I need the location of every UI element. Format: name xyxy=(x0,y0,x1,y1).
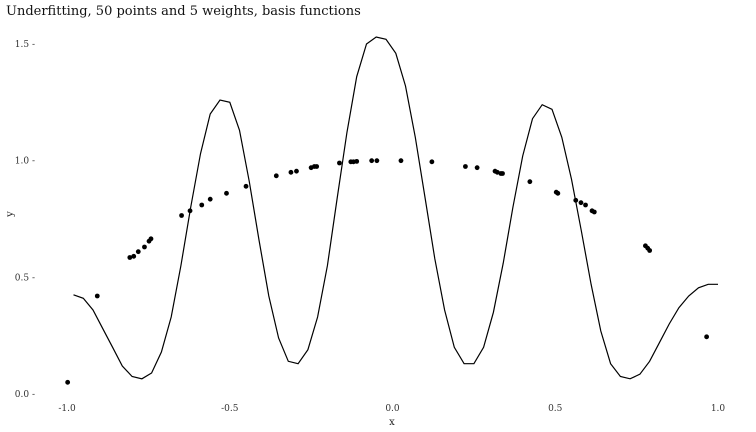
x-tick-label: -1.0 xyxy=(58,404,76,414)
data-point xyxy=(555,190,561,196)
y-tick-label: 1.0 - xyxy=(15,157,35,167)
data-point xyxy=(148,236,154,242)
y-tick-label: 1.5 - xyxy=(15,40,35,50)
data-point xyxy=(583,202,588,208)
data-point xyxy=(179,213,184,218)
y-tick-labels: 0.0 - 0.5 - 1.0 - 1.5 - xyxy=(15,40,35,400)
x-tick-label: 1.0 xyxy=(711,404,726,414)
data-point xyxy=(65,379,71,385)
data-point xyxy=(199,202,205,208)
data-point xyxy=(398,158,404,164)
data-point xyxy=(591,209,597,215)
x-axis-label: x xyxy=(389,417,395,428)
data-point xyxy=(94,293,100,299)
data-point xyxy=(224,190,229,196)
data-point xyxy=(354,158,360,164)
data-point xyxy=(573,197,579,203)
data-point xyxy=(273,173,279,179)
data-point xyxy=(131,253,137,259)
data-point xyxy=(294,168,299,174)
data-point xyxy=(288,169,294,175)
x-tick-label: -0.5 xyxy=(221,404,239,414)
fit-curve xyxy=(73,36,718,380)
y-axis-label: y xyxy=(5,211,16,218)
data-point xyxy=(187,208,193,214)
data-point xyxy=(704,334,710,340)
data-point xyxy=(127,255,133,260)
x-tick-labels: -1.0 -0.5 0.0 0.5 1.0 xyxy=(58,404,725,414)
x-tick-label: 0.5 xyxy=(548,404,563,414)
plot-area xyxy=(65,36,718,385)
data-point xyxy=(243,183,249,189)
y-tick-label: 0.0 - xyxy=(15,390,35,400)
data-point xyxy=(500,171,505,176)
data-point xyxy=(314,164,320,169)
data-point xyxy=(429,159,435,165)
data-point xyxy=(142,244,147,250)
data-point xyxy=(527,179,533,185)
data-point xyxy=(374,158,380,164)
data-point xyxy=(578,200,584,206)
x-tick-label: 0.0 xyxy=(385,404,400,414)
data-point xyxy=(369,158,375,164)
data-point xyxy=(474,165,480,171)
chart-title: Underfitting, 50 points and 5 weights, b… xyxy=(6,4,361,19)
data-point xyxy=(207,196,213,202)
y-tick-label: 0.5 - xyxy=(15,273,35,283)
data-point xyxy=(463,164,468,169)
data-point xyxy=(337,160,342,166)
data-point xyxy=(135,249,141,255)
data-point xyxy=(647,248,653,253)
